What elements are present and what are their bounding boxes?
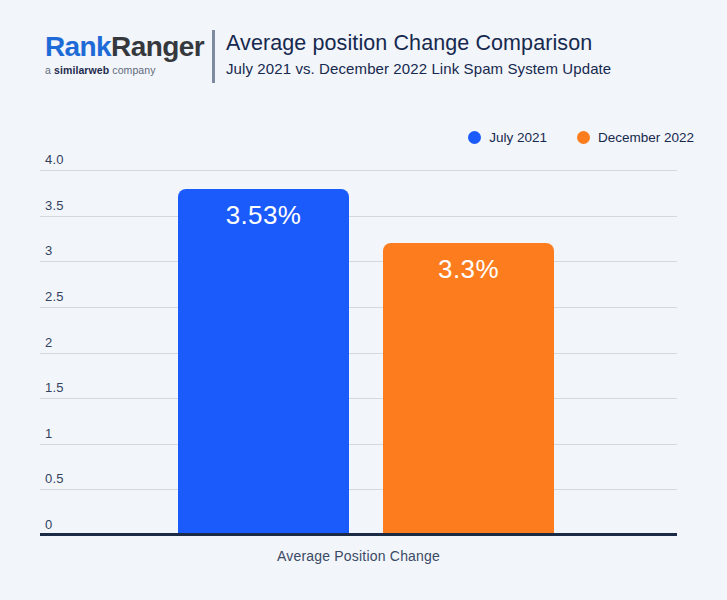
gridline-3 (40, 261, 677, 262)
rankranger-logo: RankRanger a similarweb company (45, 33, 204, 76)
gridline-2 (40, 353, 677, 354)
tagline-company: company (112, 64, 155, 76)
bar-value-december-2022: 3.3% (383, 243, 554, 285)
gridline-2.5 (40, 307, 677, 308)
gridline-1.5 (40, 398, 677, 399)
gridline-1 (40, 444, 677, 445)
tagline-similarweb: similarweb (54, 64, 109, 76)
header-titles: Average position Change Comparison July … (226, 30, 611, 77)
bar-december-2022: 3.3% (383, 243, 554, 535)
x-axis-line (40, 533, 677, 536)
logo-part-rank: Rank (45, 31, 111, 62)
y-tick-label-2.5: 2.5 (45, 289, 64, 307)
page-subtitle: July 2021 vs. December 2022 Link Spam Sy… (226, 60, 611, 77)
gridline-3.5 (40, 216, 677, 217)
logo-tagline: a similarweb company (45, 64, 204, 76)
y-tick-label-1.5: 1.5 (45, 380, 64, 398)
legend-item-december-2022: December 2022 (577, 130, 694, 145)
legend-label: December 2022 (598, 130, 694, 145)
bar-value-july-2021: 3.53% (178, 189, 349, 231)
y-tick-label-2: 2 (45, 335, 52, 353)
legend-label: July 2021 (489, 130, 547, 145)
legend-dot-icon (468, 131, 481, 144)
logo-part-ranger: Ranger (111, 31, 204, 62)
tagline-a: a (45, 64, 51, 76)
y-tick-label-3: 3 (45, 243, 52, 261)
page-title: Average position Change Comparison (226, 30, 611, 58)
gridline-0.5 (40, 489, 677, 490)
legend: July 2021 December 2022 (468, 130, 694, 145)
bar-chart: 4.03.532.521.510.50 3.53% 3.3% (40, 170, 677, 535)
y-tick-label-1: 1 (45, 426, 52, 444)
x-axis-label: Average Position Change (40, 548, 677, 564)
gridline-4.0 (40, 170, 677, 171)
y-tick-label-4.0: 4.0 (45, 152, 64, 170)
legend-dot-icon (577, 131, 590, 144)
y-tick-label-3.5: 3.5 (45, 198, 64, 216)
rankranger-wordmark: RankRanger (45, 33, 204, 61)
bar-july-2021: 3.53% (178, 189, 349, 535)
legend-item-july-2021: July 2021 (468, 130, 547, 145)
y-tick-label-0.5: 0.5 (45, 471, 64, 489)
infographic-page: RankRanger a similarweb company Average … (0, 0, 727, 600)
header-divider (212, 30, 215, 83)
